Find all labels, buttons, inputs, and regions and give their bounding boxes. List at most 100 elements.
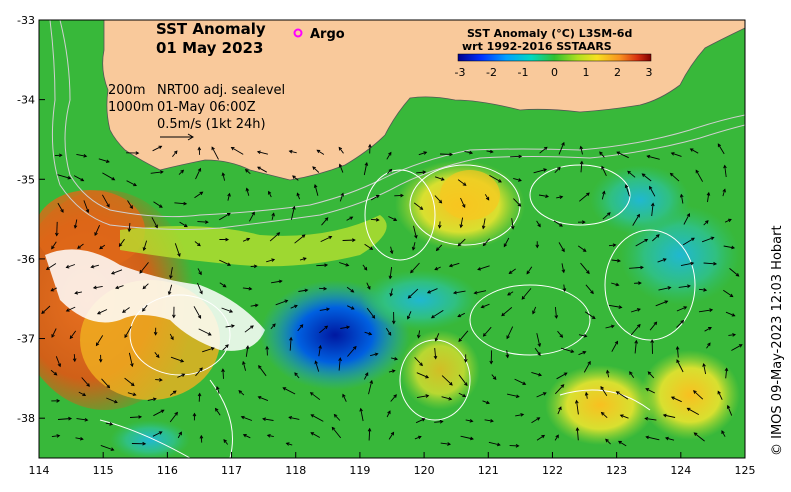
current-vector	[434, 176, 445, 181]
current-vector-head	[543, 146, 548, 151]
current-vector-head	[367, 427, 372, 432]
current-vector	[362, 264, 368, 271]
colorbar-tick-label: 2	[614, 66, 621, 79]
current-vector-head	[142, 285, 147, 290]
current-vector	[151, 217, 158, 228]
current-vector	[611, 282, 619, 286]
current-vector	[578, 351, 586, 356]
current-vector-head	[214, 407, 219, 412]
current-vector	[177, 431, 182, 439]
current-vector-head	[77, 245, 81, 249]
current-vector-head	[288, 149, 293, 154]
y-tick-label: -35	[17, 173, 35, 186]
current-vector-head	[138, 415, 143, 419]
current-vector	[620, 414, 629, 419]
current-vector-head	[240, 415, 245, 420]
current-vector-head	[618, 440, 622, 445]
current-vector-head	[520, 413, 525, 417]
current-vector-head	[522, 381, 527, 385]
current-vector	[385, 327, 392, 336]
current-vector	[289, 337, 292, 351]
current-vector-head	[459, 224, 464, 229]
current-vector-head	[172, 390, 177, 394]
current-vector	[286, 442, 293, 446]
current-vector	[258, 365, 267, 377]
current-vector-head	[618, 305, 623, 309]
current-vector	[682, 237, 695, 246]
x-tick-label: 121	[478, 464, 499, 477]
current-vector	[606, 370, 610, 378]
current-vector-head	[738, 344, 743, 348]
current-vector	[558, 242, 565, 252]
current-vector-head	[627, 170, 631, 175]
current-vector-head	[439, 419, 444, 424]
current-vector-head	[294, 372, 298, 376]
current-vector-head	[463, 358, 468, 363]
current-vector	[310, 432, 321, 438]
current-vector	[729, 268, 739, 277]
current-vector-head	[338, 357, 342, 362]
current-vector-head	[517, 203, 522, 207]
current-vector	[289, 150, 297, 154]
current-vector	[434, 348, 437, 359]
current-vector-head	[600, 386, 604, 390]
current-vector-head	[109, 422, 114, 426]
current-vector	[482, 400, 490, 404]
current-vector	[536, 220, 541, 227]
current-vector-head	[496, 442, 501, 447]
current-vector	[441, 375, 453, 386]
current-vector-head	[211, 146, 215, 151]
current-vector-head	[686, 407, 691, 412]
current-vector-head	[469, 150, 474, 155]
current-vector-head	[122, 309, 126, 313]
current-vector-head	[537, 223, 541, 228]
current-vector	[249, 212, 255, 222]
current-vector	[242, 287, 252, 290]
current-vector-head	[629, 371, 633, 375]
current-vector	[536, 333, 541, 347]
current-vector-head	[371, 314, 376, 319]
current-vector	[484, 194, 490, 201]
current-vector-head	[215, 386, 220, 390]
current-vector	[694, 432, 705, 442]
current-vector	[605, 438, 611, 445]
current-vector	[474, 290, 487, 294]
current-vector-head	[717, 143, 722, 148]
current-vector-head	[197, 315, 202, 319]
current-vector	[414, 356, 423, 366]
current-vector-head	[434, 337, 439, 342]
current-vector	[66, 264, 76, 268]
current-vector-head	[562, 288, 567, 293]
current-vector-head	[350, 289, 355, 293]
current-vector-head	[407, 294, 412, 299]
current-vector-head	[575, 427, 580, 431]
current-vector-head	[517, 178, 522, 182]
colorbar-title-line1: SST Anomaly (°C) L3SM-6d	[467, 27, 632, 40]
current-vector	[678, 285, 691, 288]
current-vector	[370, 195, 380, 201]
current-vector	[407, 311, 412, 319]
current-vector-head	[406, 315, 411, 320]
current-vector-head	[345, 263, 350, 267]
current-vector-head	[586, 192, 590, 197]
current-vector-head	[393, 394, 397, 398]
current-vector-head	[135, 151, 140, 155]
current-vector	[119, 238, 125, 247]
legend-depth-1000: 1000m	[108, 100, 154, 115]
current-vector-head	[199, 191, 204, 196]
current-vector-head	[662, 413, 667, 418]
current-vector-head	[250, 325, 254, 329]
current-vector	[76, 153, 87, 157]
current-vector-head	[272, 323, 276, 328]
current-vector	[390, 288, 393, 297]
current-vector-head	[477, 267, 482, 271]
y-tick-label: -37	[17, 333, 35, 346]
current-vector	[584, 311, 596, 319]
current-vector-head	[731, 245, 736, 250]
current-vector	[491, 374, 497, 380]
current-vector-head	[266, 433, 271, 438]
current-vector	[339, 164, 344, 173]
current-vector	[554, 384, 565, 395]
current-vector-head	[72, 358, 77, 363]
current-vector-head	[352, 238, 356, 242]
